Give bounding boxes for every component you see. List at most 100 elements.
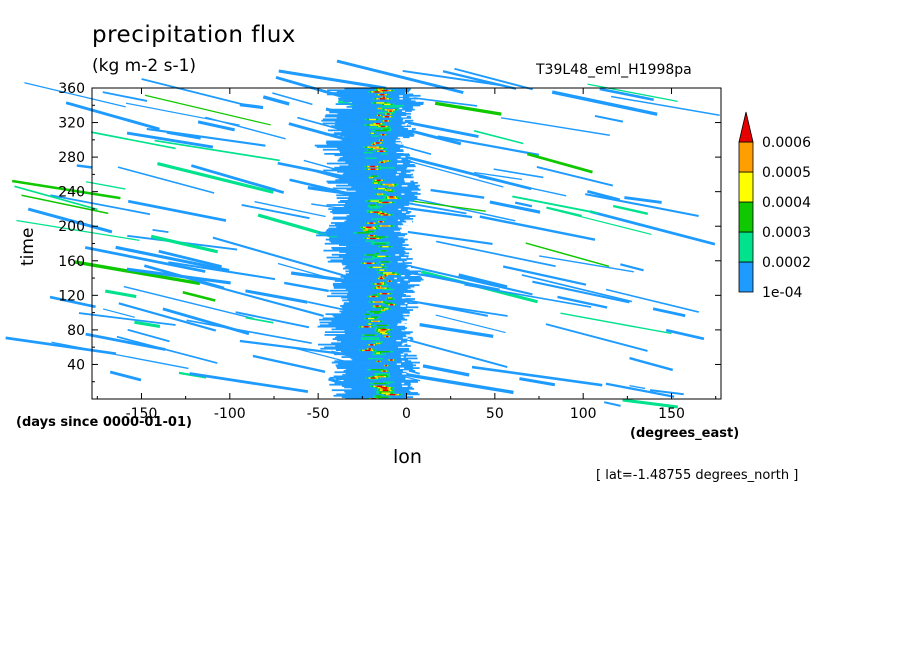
convective-core	[373, 382, 387, 385]
convective-core	[388, 273, 395, 275]
precip-streak	[104, 289, 137, 299]
convective-core	[373, 235, 385, 238]
convective-band-cell	[335, 110, 412, 112]
convective-core	[371, 353, 386, 356]
convective-band-cell	[333, 216, 410, 219]
field-gap	[401, 115, 407, 118]
precip-streak	[125, 102, 240, 126]
convective-band-cell	[334, 280, 421, 282]
convective-band-cell	[347, 354, 417, 357]
precip-streak	[442, 70, 517, 90]
field-gap	[400, 367, 405, 369]
precip-streak	[252, 354, 326, 373]
convective-core	[361, 338, 380, 340]
convective-core	[372, 320, 379, 322]
convective-band-cell	[329, 289, 414, 292]
convective-band-cell	[345, 270, 422, 273]
convective-core	[370, 132, 374, 135]
colorbar-label: 0.0005	[762, 165, 811, 181]
convective-band-cell	[319, 324, 397, 327]
precip-streak	[514, 201, 533, 208]
convective-band-cell	[330, 241, 407, 244]
convective-band-cell	[337, 363, 413, 365]
precip-streak	[11, 179, 121, 200]
convective-core	[360, 336, 380, 339]
convective-band-cell	[337, 170, 411, 173]
precip-streak	[200, 167, 276, 191]
field-gap	[398, 208, 401, 211]
precip-streak	[612, 204, 649, 215]
convective-core	[373, 211, 379, 213]
convective-core	[374, 180, 380, 183]
field-gap	[404, 278, 409, 281]
field-gap	[397, 322, 403, 325]
precip-streak	[629, 356, 674, 372]
field-gap	[404, 241, 410, 244]
convective-band-cell	[329, 383, 411, 386]
convective-core	[381, 288, 395, 291]
precip-streak	[532, 280, 630, 304]
field-gap	[402, 110, 406, 112]
precip-streak	[430, 188, 485, 199]
convective-band-cell	[343, 302, 418, 305]
precip-streak	[116, 335, 218, 364]
convective-band-cell	[341, 137, 400, 140]
field-gap	[395, 253, 400, 256]
field-gap	[402, 342, 407, 345]
field-gap	[403, 227, 407, 230]
convective-band-cell	[331, 361, 420, 364]
convective-band-cell	[336, 365, 413, 368]
field-gap	[403, 223, 409, 226]
convective-core	[375, 147, 382, 150]
convective-band-cell	[337, 367, 420, 369]
convective-band-cell	[328, 108, 415, 111]
precip-streak	[387, 370, 514, 395]
precip-streak	[620, 263, 644, 272]
precip-streak	[245, 289, 308, 304]
precip-streak	[90, 131, 176, 150]
field-gap	[402, 372, 407, 375]
colorbar-box	[738, 171, 754, 203]
precip-streak	[599, 87, 654, 102]
field-gap	[401, 343, 405, 346]
convective-core	[370, 343, 374, 346]
precip-streak	[186, 319, 312, 345]
precip-streak	[557, 295, 608, 309]
convective-band-cell	[326, 233, 408, 235]
precip-streak	[272, 92, 313, 106]
precip-streak	[594, 114, 624, 123]
convective-core	[377, 194, 388, 197]
convective-band-cell	[348, 195, 418, 198]
field-gap	[399, 107, 403, 110]
field-gap	[404, 302, 408, 305]
precip-streak	[589, 210, 716, 246]
field-gap	[405, 234, 409, 237]
precip-streak	[74, 260, 201, 286]
convective-band-cell	[341, 139, 402, 141]
convective-core	[381, 202, 388, 205]
convective-band-cell	[324, 242, 403, 245]
x-tick-label: 150	[658, 406, 685, 422]
convective-band-cell	[342, 263, 403, 266]
convective-core	[382, 245, 389, 248]
convective-core	[376, 396, 389, 399]
convective-band-cell	[334, 353, 408, 356]
convective-band-cell	[332, 284, 420, 287]
precip-streak	[605, 288, 699, 313]
convective-band-cell	[325, 238, 408, 241]
convective-band-cell	[323, 169, 415, 172]
convective-core	[378, 374, 388, 376]
convective-core	[370, 204, 376, 206]
convective-core	[377, 360, 380, 363]
precip-streak	[587, 83, 678, 103]
convective-band-cell	[343, 369, 416, 372]
precip-streak	[118, 302, 217, 332]
convective-band-cell	[347, 291, 415, 293]
field-gap	[394, 277, 397, 280]
convective-core	[369, 118, 376, 121]
convective-core	[364, 228, 367, 231]
convective-core	[375, 394, 381, 397]
y-tick-label: 320	[58, 116, 85, 132]
convective-band-cell	[326, 162, 410, 165]
field-gap	[396, 339, 401, 342]
